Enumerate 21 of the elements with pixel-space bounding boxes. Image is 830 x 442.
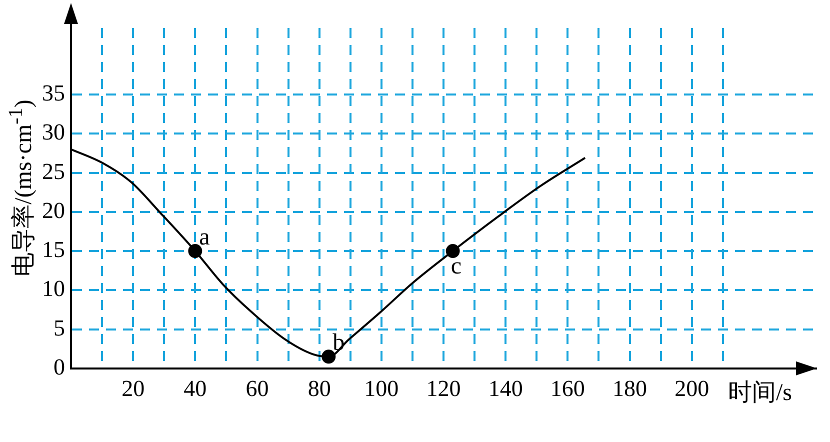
y-tick-label: 30 [42, 120, 65, 145]
x-tick-label: 120 [426, 376, 461, 402]
x-tick-label: 80 [308, 376, 331, 402]
x-tick-label: 100 [364, 376, 399, 402]
annotation: a [199, 224, 210, 250]
y-tick-label: 35 [42, 80, 65, 106]
x-axis-title: 时间/s [728, 379, 792, 408]
x-tick-label: 40 [184, 376, 207, 402]
y-tick-label: 5 [54, 315, 65, 340]
y-tick-label: 20 [42, 198, 65, 223]
x-tick-label: 160 [550, 376, 585, 402]
y-tick-label: 10 [42, 276, 65, 302]
y-tick-label: 15 [42, 237, 65, 262]
y-tick-label: 0 [54, 354, 65, 380]
x-tick-label: 180 [612, 376, 647, 402]
x-tick-label: 20 [122, 376, 145, 402]
y-tick-label: 25 [42, 158, 65, 184]
annotation: c [450, 253, 462, 280]
x-tick-label: 60 [246, 376, 269, 402]
x-tick-label: 140 [488, 376, 523, 402]
x-tick-label: 200 [674, 376, 710, 402]
